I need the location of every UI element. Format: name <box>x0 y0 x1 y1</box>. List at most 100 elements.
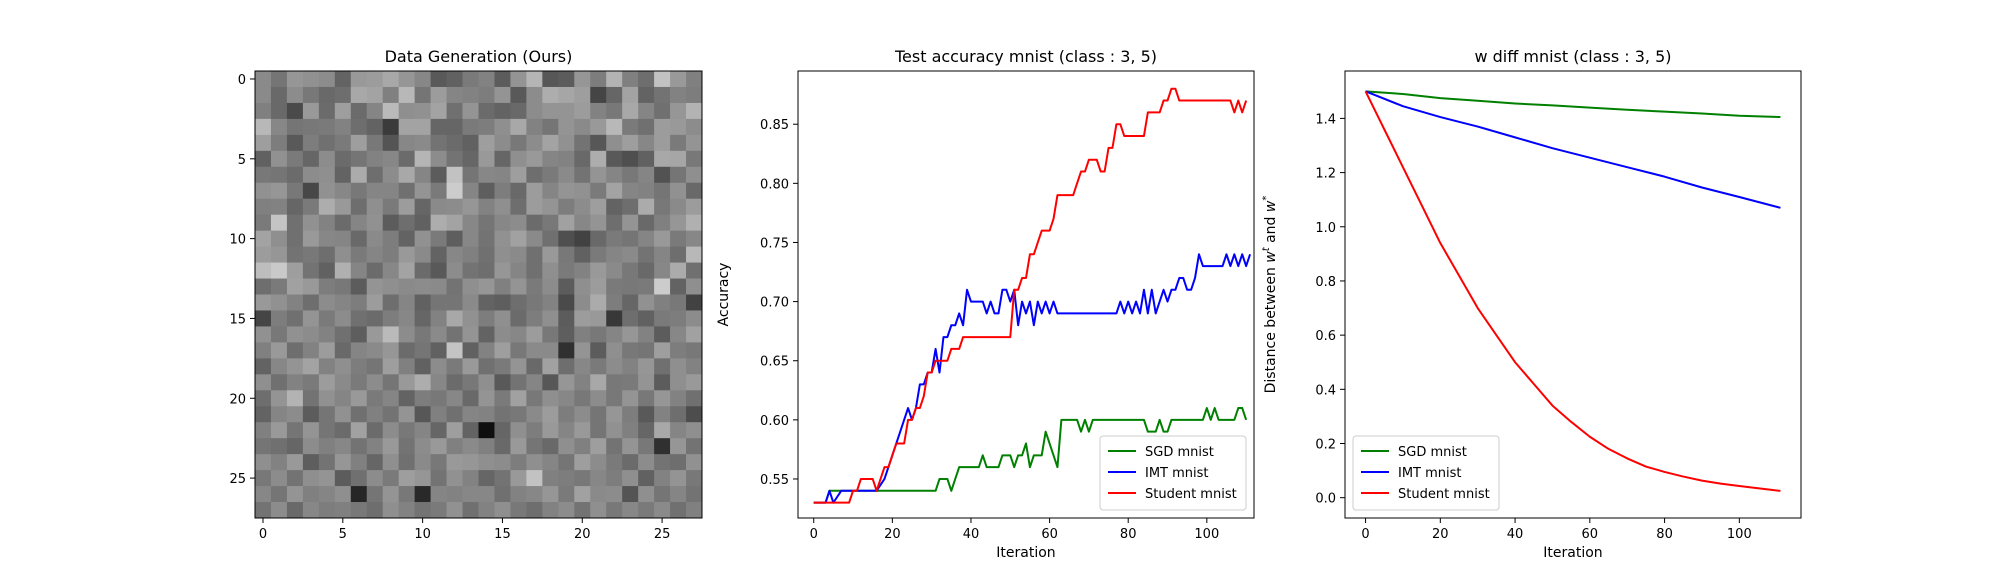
heatmap-cell <box>366 71 384 88</box>
heatmap-cell <box>414 71 431 88</box>
heatmap-cell <box>382 134 400 152</box>
heatmap-cell <box>350 230 368 247</box>
heatmap-cell <box>366 486 384 503</box>
heatmap-cell <box>686 438 703 455</box>
heatmap-cell <box>638 294 655 311</box>
heatmap-cell <box>462 230 479 247</box>
heatmap-cell <box>686 342 703 359</box>
heatmap-cell <box>478 230 495 247</box>
heatmap-cell <box>638 71 655 88</box>
heatmap-cell <box>542 278 559 295</box>
heatmap-cell <box>478 198 495 216</box>
heatmap-cell <box>526 422 543 439</box>
heatmap-cell <box>382 262 400 279</box>
heatmap-cell <box>542 71 559 88</box>
heatmap-cell <box>590 278 607 295</box>
heatmap-cell <box>270 166 288 184</box>
heatmap-cell <box>622 326 639 343</box>
heatmap-cell <box>670 406 687 423</box>
legend-box <box>1099 435 1247 511</box>
y-axis-label: Distance between wt and w* <box>1261 196 1279 394</box>
heatmap-cell <box>558 230 575 247</box>
heatmap-cell <box>574 310 591 327</box>
y-tick-label: 0.2 <box>1315 438 1336 453</box>
heatmap-cell <box>622 86 639 104</box>
heatmap-cell <box>494 502 511 519</box>
heatmap-cell <box>255 102 272 120</box>
x-tick-label: 10 <box>414 527 431 542</box>
heatmap-cell <box>638 134 655 152</box>
y-tick-label: 10 <box>229 233 246 248</box>
heatmap-cell <box>414 326 431 343</box>
heatmap-cell <box>606 230 623 247</box>
heatmap-cell <box>510 166 527 184</box>
heatmap-cell <box>654 310 671 327</box>
heatmap-cell <box>558 294 575 311</box>
legend: SGD mnist IMT mnist Student mnist <box>1099 435 1247 511</box>
heatmap-cell <box>302 406 320 423</box>
legend-box <box>1352 435 1500 511</box>
heatmap-cell <box>255 422 272 439</box>
heatmap-cell <box>366 390 384 407</box>
heatmap-cell <box>670 134 687 152</box>
heatmap-cell <box>590 150 607 168</box>
heatmap-cell <box>478 262 495 279</box>
heatmap-cell <box>638 150 655 168</box>
y-tick-label: 0.60 <box>760 414 789 429</box>
heatmap-cell <box>686 502 703 519</box>
heatmap-cell <box>318 182 336 200</box>
heatmap-cell <box>286 342 304 359</box>
heatmap-cell <box>590 470 607 487</box>
heatmap-cell <box>334 278 352 295</box>
heatmap-cell <box>255 246 272 263</box>
heatmap-cell <box>430 326 447 343</box>
heatmap-cell <box>526 406 543 423</box>
heatmap-cell <box>430 390 447 407</box>
heatmap-cell <box>318 342 336 359</box>
heatmap-cell <box>606 358 623 375</box>
heatmap-cell <box>622 102 639 120</box>
heatmap-cell <box>478 166 495 184</box>
heatmap-cell <box>462 326 479 343</box>
heatmap-cell <box>270 262 288 279</box>
heatmap-cell <box>255 374 272 391</box>
heatmap-cell <box>414 342 431 359</box>
axes-frame <box>797 70 1255 519</box>
heatmap-cell <box>318 374 336 391</box>
heatmap-cell <box>622 182 639 200</box>
heatmap-cell <box>590 390 607 407</box>
heatmap-cell <box>334 326 352 343</box>
heatmap-cell <box>494 294 511 311</box>
heatmap-cell <box>270 214 288 232</box>
heatmap-cell <box>478 150 495 168</box>
heatmap-cell <box>462 86 479 104</box>
heatmap-cell <box>590 182 607 200</box>
heatmap-cell <box>270 230 288 247</box>
heatmap-cell <box>414 374 431 391</box>
heatmap-cell <box>574 86 591 104</box>
heatmap-cell <box>494 422 511 439</box>
heatmap-cell <box>382 454 400 471</box>
heatmap-cell <box>414 294 431 311</box>
heatmap-cell <box>686 326 703 343</box>
heatmap-cell <box>398 246 416 263</box>
heatmap-cell <box>398 166 416 184</box>
heatmap-cell <box>302 102 320 120</box>
heatmap-cell <box>318 214 336 232</box>
heatmap-cell <box>414 310 431 327</box>
axes-frame <box>1344 70 1802 519</box>
heatmap-cell <box>638 358 655 375</box>
heatmap-cell <box>318 86 336 104</box>
heatmap-cell <box>398 502 416 519</box>
heatmap-cell <box>558 486 575 503</box>
heatmap-cell <box>510 86 527 104</box>
heatmap-cell <box>414 262 431 279</box>
heatmap-cell <box>366 134 384 152</box>
heatmap-cell <box>590 230 607 247</box>
x-tick-label: 60 <box>1582 527 1599 542</box>
heatmap-cell <box>302 86 320 104</box>
heatmap-cell <box>382 406 400 423</box>
heatmap-cell <box>430 470 447 487</box>
heatmap-cell <box>590 310 607 327</box>
heatmap-cell <box>670 118 687 136</box>
